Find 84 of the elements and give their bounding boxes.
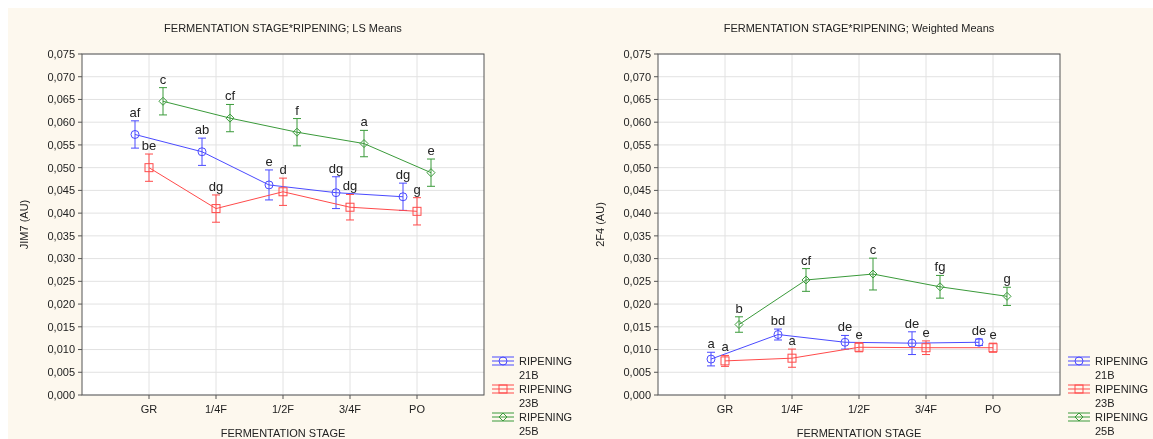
y-tick-label: 0,015 [47,320,75,333]
x-tick-label: 3/4F [338,403,362,415]
y-tick-label: 0,070 [623,70,651,83]
data-label: de [904,315,920,331]
data-label: a [360,114,369,130]
y-tick-label: 0,070 [47,70,75,83]
y-tick-label: 0,010 [623,343,651,356]
data-label: c [159,71,167,87]
y-tick-label: 0,065 [47,93,75,106]
x-tick-label: PO [985,403,1002,415]
y-tick-label: 0,030 [47,252,75,265]
x-tick-label: PO [409,403,426,415]
data-label: e [922,324,930,340]
y-axis-title: JIM7 (AU) [18,199,30,250]
data-label: c [869,242,877,258]
x-axis-title: FERMENTATION STAGE [220,427,346,439]
legend-label: RIPENING 25B [519,411,573,437]
data-label: dg [208,178,224,194]
y-tick-label: 0,025 [47,275,75,288]
y-axis-title: 2F4 (AU) [594,202,606,247]
y-tick-label: 0,025 [623,275,651,288]
legend-label: RIPENING 25B [1095,411,1149,437]
y-tick-label: 0,075 [623,47,651,60]
data-label: b [735,300,743,316]
y-tick-label: 0,040 [47,206,75,219]
chart-title: FERMENTATION STAGE*RIPENING; Weighted Means [723,22,995,34]
y-tick-label: 0,005 [47,366,75,379]
y-tick-label: 0,060 [47,116,75,129]
y-tick-label: 0,055 [47,138,75,151]
x-tick-label: 1/4F [780,403,804,415]
x-tick-label: 3/4F [914,403,938,415]
data-label: af [129,104,141,120]
chart-title: FERMENTATION STAGE*RIPENING; LS Means [164,22,403,34]
x-tick-label: 1/4F [204,403,228,415]
y-tick-label: 0,045 [623,184,651,197]
data-label: a [707,336,716,352]
y-tick-label: 0,030 [623,252,651,265]
legend-label: RIPENING 23B [1095,383,1149,409]
legend-label: RIPENING 23B [519,383,573,409]
data-label: e [855,326,863,342]
y-tick-label: 0,000 [623,388,651,401]
data-label: f [295,102,300,118]
y-tick-label: 0,050 [623,161,651,174]
x-tick-label: 1/2F [271,403,295,415]
x-tick-label: 1/2F [847,403,871,415]
y-tick-label: 0,055 [623,138,651,151]
y-tick-label: 0,015 [623,320,651,333]
data-label: d [279,162,287,178]
data-label: a [721,339,730,355]
x-tick-label: GR [716,403,734,415]
data-label: e [427,143,435,159]
y-tick-label: 0,050 [47,161,75,174]
data-label: de [837,319,853,335]
y-tick-label: 0,020 [623,297,651,310]
y-tick-label: 0,020 [47,297,75,310]
data-label: e [265,153,273,169]
y-tick-label: 0,000 [47,388,75,401]
y-tick-label: 0,035 [47,229,75,242]
y-tick-label: 0,010 [47,343,75,356]
y-tick-label: 0,040 [623,206,651,219]
y-tick-label: 0,035 [623,229,651,242]
x-tick-label: GR [140,403,158,415]
data-label: be [141,138,157,154]
data-label: g [413,181,421,197]
data-label: fg [934,259,946,275]
y-tick-label: 0,075 [47,47,75,60]
data-label: cf [800,252,812,268]
data-label: e [989,327,997,343]
y-tick-label: 0,045 [47,184,75,197]
y-tick-label: 0,060 [623,116,651,129]
y-tick-label: 0,005 [623,366,651,379]
data-label: dg [328,160,344,176]
data-label: g [1003,271,1011,287]
data-label: ab [194,122,210,138]
data-label: a [788,333,797,349]
data-label: dg [342,178,358,194]
data-label: de [971,323,987,339]
legend-label: RIPENING 21B [519,355,573,381]
data-label: bd [770,313,786,329]
y-tick-label: 0,065 [623,93,651,106]
data-label: cf [224,88,236,104]
x-axis-title: FERMENTATION STAGE [796,427,922,439]
data-label: dg [395,167,411,183]
legend-label: RIPENING 21B [1095,355,1149,381]
